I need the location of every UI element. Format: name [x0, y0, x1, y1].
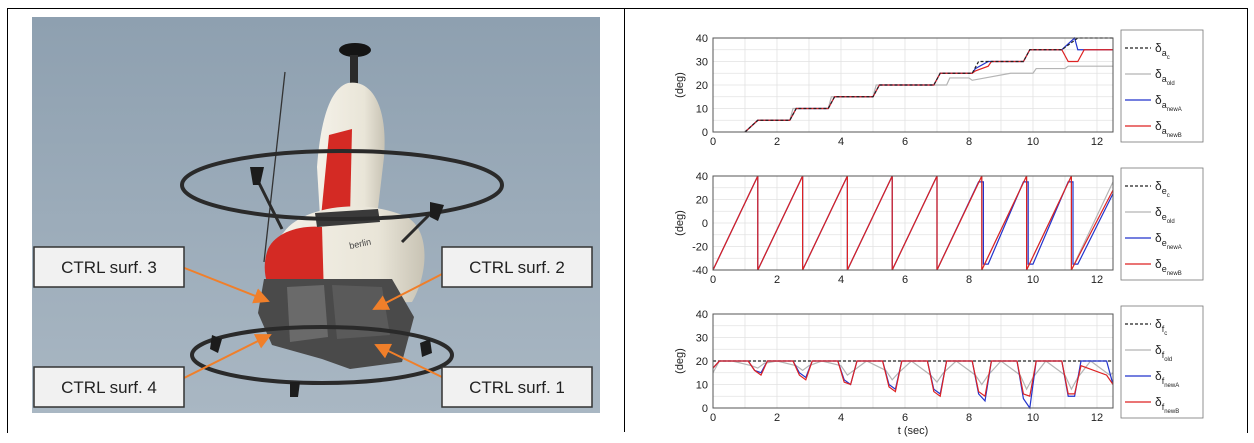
x-tick-label: 0 — [710, 274, 716, 286]
x-tick-label: 12 — [1091, 136, 1103, 148]
legend-label: δec — [1155, 179, 1170, 199]
x-tick-label: 4 — [838, 274, 844, 286]
legend-label: δfc — [1155, 317, 1167, 337]
legend: δec δeold δenewA δenewB — [1120, 167, 1204, 281]
x-tick-label: 6 — [902, 274, 908, 286]
legend-label: δanewB — [1155, 119, 1182, 139]
figure-frame — [7, 8, 1248, 433]
series-line — [712, 175, 1114, 271]
y-tick-label: 10 — [696, 380, 708, 392]
x-tick-label: 8 — [966, 274, 972, 286]
x-tick-label: 10 — [1027, 136, 1039, 148]
vehicle-photo-svg: berlin CTRL surf. 3 CTRL surf. 2 — [32, 17, 600, 413]
x-tick-label: 12 — [1091, 274, 1103, 286]
x-tick-label: 6 — [902, 412, 908, 424]
leg — [210, 335, 222, 353]
series-line — [744, 37, 1113, 133]
y-tick-label: 10 — [696, 104, 708, 116]
legend-box — [1120, 167, 1204, 281]
leg — [420, 339, 432, 357]
x-tick-label: 0 — [710, 136, 716, 148]
callout-label: CTRL surf. 1 — [469, 378, 565, 397]
arrow-ctrl-surf-4 — [181, 334, 272, 380]
y-tick-label: 30 — [696, 333, 708, 345]
legend-label: δenewA — [1155, 231, 1182, 251]
y-tick-label: 30 — [696, 57, 708, 69]
callout-ctrl-surf-2: CTRL surf. 2 — [441, 246, 593, 288]
axes-frame — [712, 37, 1114, 133]
legend: δfc δfold δfnewA δfnewB — [1120, 305, 1204, 419]
legend-label: δaold — [1155, 67, 1175, 87]
arrow-ctrl-surf-3 — [181, 266, 270, 304]
y-tick-label: 20 — [696, 356, 708, 368]
legend-label: δfnewA — [1155, 369, 1179, 389]
ctrl-surface-panel — [287, 285, 328, 342]
y-axis-label: (deg) — [674, 210, 686, 236]
x-tick-label: 4 — [838, 412, 844, 424]
y-axis-label: (deg) — [674, 72, 686, 98]
panel-divider — [624, 8, 625, 432]
x-tick-label: 4 — [838, 136, 844, 148]
callout-ctrl-surf-3: CTRL surf. 3 — [33, 246, 185, 288]
x-tick-label: 10 — [1027, 412, 1039, 424]
ring-clamp — [430, 202, 444, 221]
x-axis-label: t (sec) — [898, 425, 929, 437]
callout-label: CTRL surf. 3 — [61, 258, 157, 277]
time-history-plots: 0 2 4 6 8 10 12 0 10 20 30 40 (deg) δac δaold δanewA δan… — [655, 24, 1221, 438]
chart-panel-1: 0 2 4 6 8 10 12 0 10 20 30 40 (deg) δac δaold δanewA δan… — [674, 29, 1204, 148]
y-axis-label: (deg) — [674, 348, 686, 374]
y-tick-label: 0 — [702, 218, 708, 230]
legend-label: δanewA — [1155, 93, 1182, 113]
y-tick-label: 20 — [696, 195, 708, 207]
callout-label: CTRL surf. 2 — [469, 258, 565, 277]
legend-label: δac — [1155, 41, 1170, 61]
callout-ctrl-surf-4: CTRL surf. 4 — [33, 366, 185, 408]
x-tick-label: 10 — [1027, 274, 1039, 286]
legend-box — [1120, 305, 1204, 419]
y-tick-label: 0 — [702, 403, 708, 415]
y-tick-label: -40 — [692, 265, 708, 277]
legend-label: δeold — [1155, 205, 1175, 225]
axes-frame — [712, 175, 1114, 271]
upper-ring — [180, 149, 504, 221]
y-tick-label: 0 — [702, 127, 708, 139]
x-tick-label: 2 — [774, 274, 780, 286]
callout-ctrl-surf-1: CTRL surf. 1 — [441, 366, 593, 408]
legend: δac δaold δanewA δanewB — [1120, 29, 1204, 143]
x-tick-label: 2 — [774, 136, 780, 148]
strut — [254, 176, 284, 230]
antenna-dish — [339, 43, 371, 57]
y-tick-label: 40 — [696, 33, 708, 45]
axes-frame — [712, 313, 1114, 409]
x-tick-label: 8 — [966, 136, 972, 148]
antenna-wire — [263, 71, 286, 263]
arrow-ctrl-surf-1 — [374, 343, 447, 380]
arrow-ctrl-surf-2 — [372, 271, 447, 310]
y-tick-label: 40 — [696, 309, 708, 321]
leg — [290, 382, 300, 397]
callout-label: CTRL surf. 4 — [61, 378, 157, 397]
legend-box — [1120, 29, 1204, 143]
y-tick-label: 20 — [696, 80, 708, 92]
y-tick-label: 40 — [696, 171, 708, 183]
x-tick-label: 12 — [1091, 412, 1103, 424]
x-tick-label: 0 — [710, 412, 716, 424]
antenna-mast — [350, 55, 358, 85]
legend-label: δfnewB — [1155, 395, 1179, 415]
plots-svg: 0 2 4 6 8 10 12010203040(deg)δacδaoldδanewAδan… — [674, 29, 1204, 437]
lower-ring — [190, 325, 454, 385]
x-tick-label: 6 — [902, 136, 908, 148]
ring-clamp — [250, 167, 264, 185]
chart-panel-2: 0 2 4 6 8 10 12-40-2002040(deg)δecδeoldδenewAδ… — [674, 167, 1204, 286]
x-tick-label: 2 — [774, 412, 780, 424]
vehicle-photo: berlin CTRL surf. 3 CTRL surf. 2 — [32, 17, 600, 413]
y-tick-label: -20 — [692, 242, 708, 254]
legend-label: δenewB — [1155, 257, 1182, 277]
legend-label: δfold — [1155, 343, 1172, 363]
body-logo: berlin — [348, 237, 372, 251]
series-line — [712, 360, 1114, 398]
x-tick-label: 8 — [966, 412, 972, 424]
